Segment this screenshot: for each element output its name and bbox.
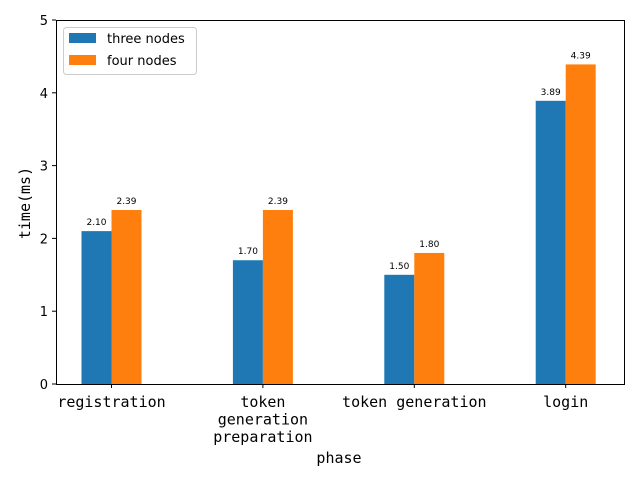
y-tick-label: 5 [40, 14, 48, 29]
bar-value-label: 2.39 [268, 197, 288, 207]
bar-three-nodes-0 [81, 231, 112, 384]
bar-value-label: 3.89 [541, 88, 561, 98]
legend-swatch [69, 33, 96, 43]
legend-swatch [69, 55, 96, 65]
bar-value-label: 1.50 [389, 262, 409, 272]
plot-frame [56, 20, 625, 385]
bar-value-label: 2.10 [86, 218, 106, 228]
x-tick-label: token generation [342, 393, 487, 411]
legend-frame [63, 27, 197, 75]
bar-three-nodes-1 [232, 260, 263, 384]
bar-three-nodes-3 [535, 100, 566, 384]
bar-value-label: 1.80 [419, 240, 439, 250]
y-tick-label: 1 [40, 305, 48, 320]
bars-group [81, 64, 596, 384]
x-tick-label: login [543, 393, 588, 411]
x-ticks-group: registration token generation preparation to… [57, 384, 588, 446]
bar-value-label: 4.39 [571, 51, 591, 61]
axes-group [56, 20, 625, 385]
y-axis-label: time(ms) [16, 167, 34, 239]
x-tick-label: registration [57, 393, 165, 411]
legend-label: four nodes [107, 54, 177, 69]
bar-labels-group: 2.10 1.70 1.50 3.89 2.39 2.39 1.80 4.39 [86, 51, 591, 271]
bar-four-nodes-3 [565, 64, 596, 384]
y-ticks-group: 0 1 2 3 4 5 [40, 14, 56, 393]
bar-three-nodes-2 [384, 274, 415, 384]
legend-label: three nodes [107, 32, 185, 47]
bar-value-label: 2.39 [116, 197, 136, 207]
y-tick-label: 4 [40, 87, 48, 102]
y-tick-label: 2 [40, 232, 48, 247]
bar-four-nodes-2 [414, 252, 445, 384]
y-tick-label: 0 [40, 378, 48, 393]
x-axis-label: phase [316, 449, 361, 467]
x-tick-label: token generation preparation [213, 393, 312, 446]
legend: three nodes four nodes [63, 27, 197, 75]
y-tick-label: 3 [40, 160, 48, 175]
bar-four-nodes-1 [262, 210, 293, 384]
bar-value-label: 1.70 [238, 247, 258, 257]
bar-four-nodes-0 [111, 210, 142, 384]
